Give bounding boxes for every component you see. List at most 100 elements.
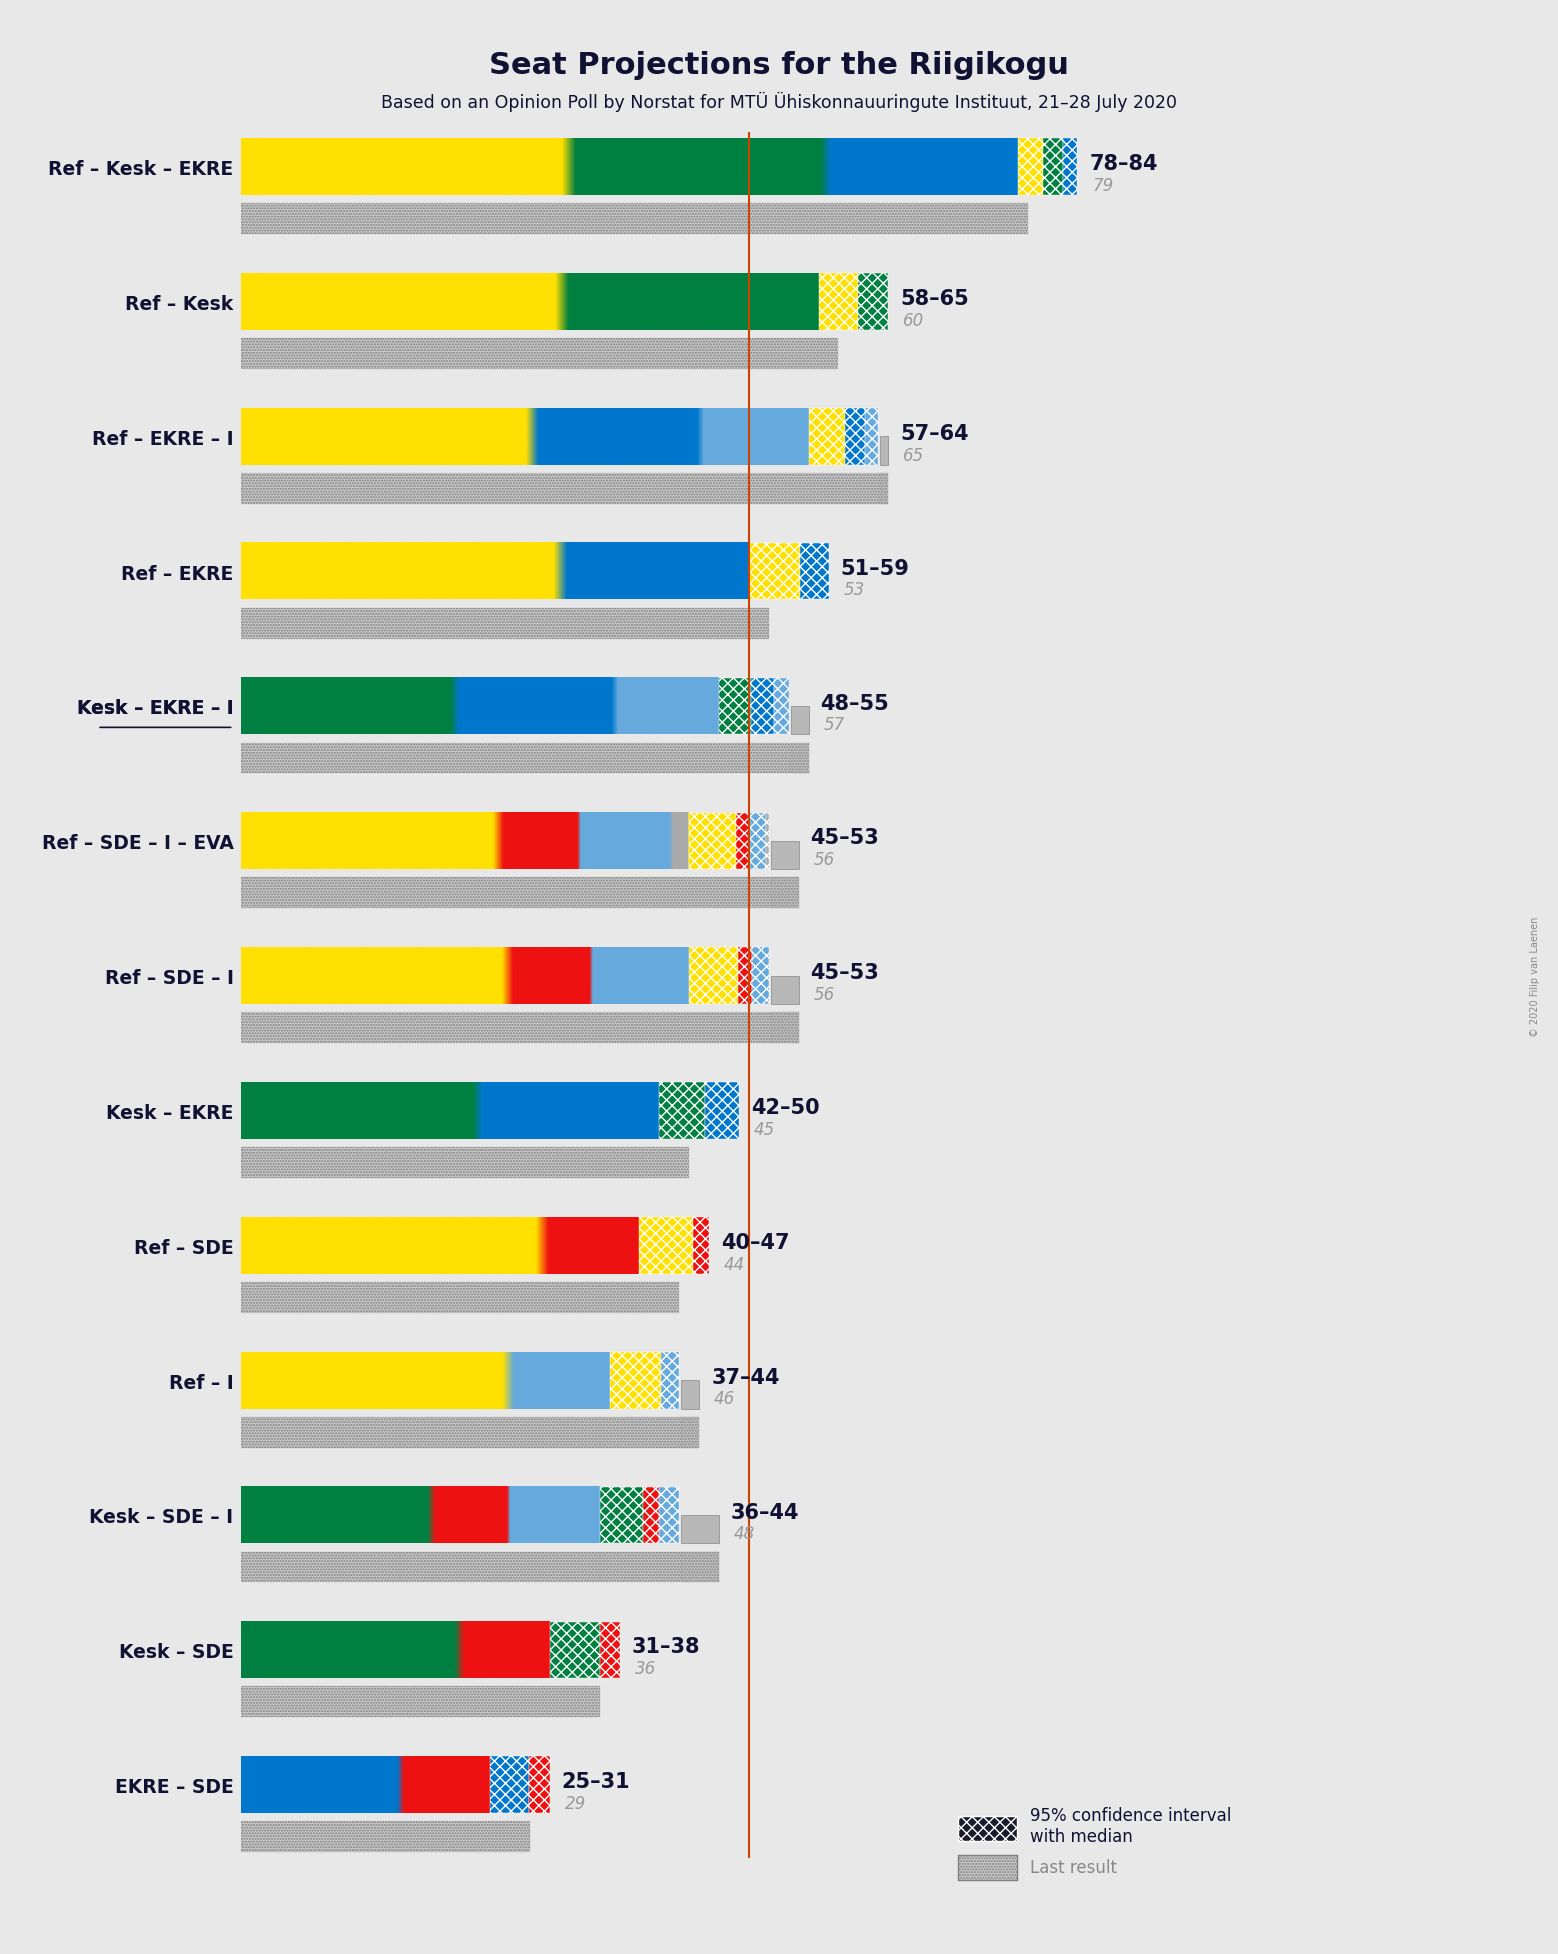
Text: 56: 56: [813, 987, 835, 1004]
Bar: [681, 1417, 700, 1448]
Bar: [639, 1217, 693, 1274]
Bar: [241, 608, 768, 639]
Text: 44: 44: [724, 1256, 745, 1274]
Text: 25–31: 25–31: [562, 1772, 631, 1792]
Text: Kesk – EKRE: Kesk – EKRE: [106, 1104, 234, 1124]
Bar: [241, 1821, 530, 1852]
Text: 57: 57: [824, 717, 844, 735]
Bar: [767, 813, 768, 870]
Bar: [771, 877, 799, 909]
Bar: [241, 1551, 720, 1583]
Text: Ref – EKRE – I: Ref – EKRE – I: [92, 430, 234, 449]
Bar: [735, 813, 749, 870]
Text: Based on an Opinion Poll by Norstat for MTÜ Ühiskonnauuringute Instituut, 21–28 : Based on an Opinion Poll by Norstat for …: [382, 92, 1176, 111]
Bar: [241, 203, 1028, 234]
Text: 53: 53: [843, 582, 865, 600]
Bar: [241, 1686, 600, 1718]
Bar: [771, 1012, 799, 1043]
Bar: [681, 1380, 700, 1409]
Bar: [771, 840, 799, 870]
Text: 56: 56: [813, 852, 835, 870]
Text: 60: 60: [904, 313, 924, 330]
Text: Ref – Kesk – EKRE: Ref – Kesk – EKRE: [48, 160, 234, 180]
Bar: [241, 1282, 679, 1313]
Bar: [706, 1083, 738, 1139]
Bar: [241, 1417, 700, 1448]
Bar: [600, 1487, 643, 1544]
Text: Ref – Kesk: Ref – Kesk: [125, 295, 234, 315]
Bar: [241, 743, 809, 774]
Text: 36: 36: [634, 1661, 656, 1678]
Bar: [753, 948, 768, 1004]
Bar: [858, 274, 888, 330]
Bar: [659, 1487, 679, 1544]
Bar: [791, 705, 809, 735]
Text: © 2020 Filip van Laenen: © 2020 Filip van Laenen: [1530, 916, 1539, 1038]
Text: 36–44: 36–44: [731, 1503, 799, 1522]
Bar: [799, 543, 829, 600]
Bar: [1063, 139, 1077, 195]
Text: 45: 45: [754, 1122, 776, 1139]
Bar: [241, 1012, 799, 1043]
Text: 78–84: 78–84: [1089, 154, 1158, 174]
Bar: [241, 1417, 700, 1448]
Text: Ref – SDE: Ref – SDE: [134, 1239, 234, 1258]
Bar: [865, 408, 879, 465]
Bar: [241, 1686, 600, 1718]
Text: 51–59: 51–59: [840, 559, 910, 578]
Text: 58–65: 58–65: [901, 289, 969, 309]
Bar: [241, 1012, 799, 1043]
Text: 48–55: 48–55: [821, 694, 890, 713]
Bar: [241, 877, 799, 909]
Text: Ref – EKRE: Ref – EKRE: [122, 565, 234, 584]
Text: Kesk – EKRE – I: Kesk – EKRE – I: [76, 700, 234, 719]
Bar: [609, 1352, 661, 1409]
Bar: [844, 408, 865, 465]
Text: 57–64: 57–64: [901, 424, 969, 444]
Text: Seat Projections for the Riigikogu: Seat Projections for the Riigikogu: [489, 51, 1069, 80]
Bar: [818, 274, 858, 330]
Bar: [600, 1622, 620, 1678]
Bar: [241, 1147, 689, 1178]
Bar: [643, 1487, 659, 1544]
Text: 79: 79: [1092, 178, 1114, 195]
Bar: [241, 338, 838, 369]
Text: Ref – SDE – I – EVA: Ref – SDE – I – EVA: [42, 834, 234, 854]
Text: 37–44: 37–44: [710, 1368, 779, 1387]
Bar: [241, 473, 888, 504]
Bar: [241, 338, 838, 369]
Bar: [880, 436, 888, 465]
Bar: [809, 408, 844, 465]
Text: Kesk – SDE: Kesk – SDE: [118, 1643, 234, 1663]
Bar: [241, 1282, 679, 1313]
Bar: [659, 1083, 706, 1139]
Bar: [241, 473, 888, 504]
Bar: [774, 678, 788, 735]
Text: 65: 65: [904, 447, 924, 465]
Bar: [749, 813, 767, 870]
Bar: [1017, 139, 1044, 195]
Bar: [241, 743, 809, 774]
Text: Ref – SDE – I: Ref – SDE – I: [104, 969, 234, 989]
Text: Kesk – EKRE – I: Kesk – EKRE – I: [76, 700, 234, 719]
Bar: [530, 1757, 550, 1813]
Legend: 95% confidence interval
with median, Last result: 95% confidence interval with median, Las…: [952, 1802, 1239, 1888]
Bar: [550, 1622, 600, 1678]
Bar: [751, 678, 774, 735]
Bar: [681, 1551, 720, 1583]
Bar: [661, 1352, 679, 1409]
Bar: [241, 877, 799, 909]
Text: 29: 29: [566, 1796, 586, 1813]
Text: 40–47: 40–47: [721, 1233, 790, 1253]
Text: 45–53: 45–53: [810, 828, 879, 848]
Text: Kesk – SDE – I: Kesk – SDE – I: [89, 1508, 234, 1528]
Bar: [689, 948, 737, 1004]
Bar: [791, 743, 809, 774]
Bar: [720, 678, 751, 735]
Bar: [1044, 139, 1063, 195]
Bar: [241, 1147, 689, 1178]
Text: 31–38: 31–38: [631, 1637, 700, 1657]
Text: 46: 46: [714, 1391, 735, 1409]
Text: 42–50: 42–50: [751, 1098, 820, 1118]
Text: 48: 48: [734, 1526, 756, 1544]
